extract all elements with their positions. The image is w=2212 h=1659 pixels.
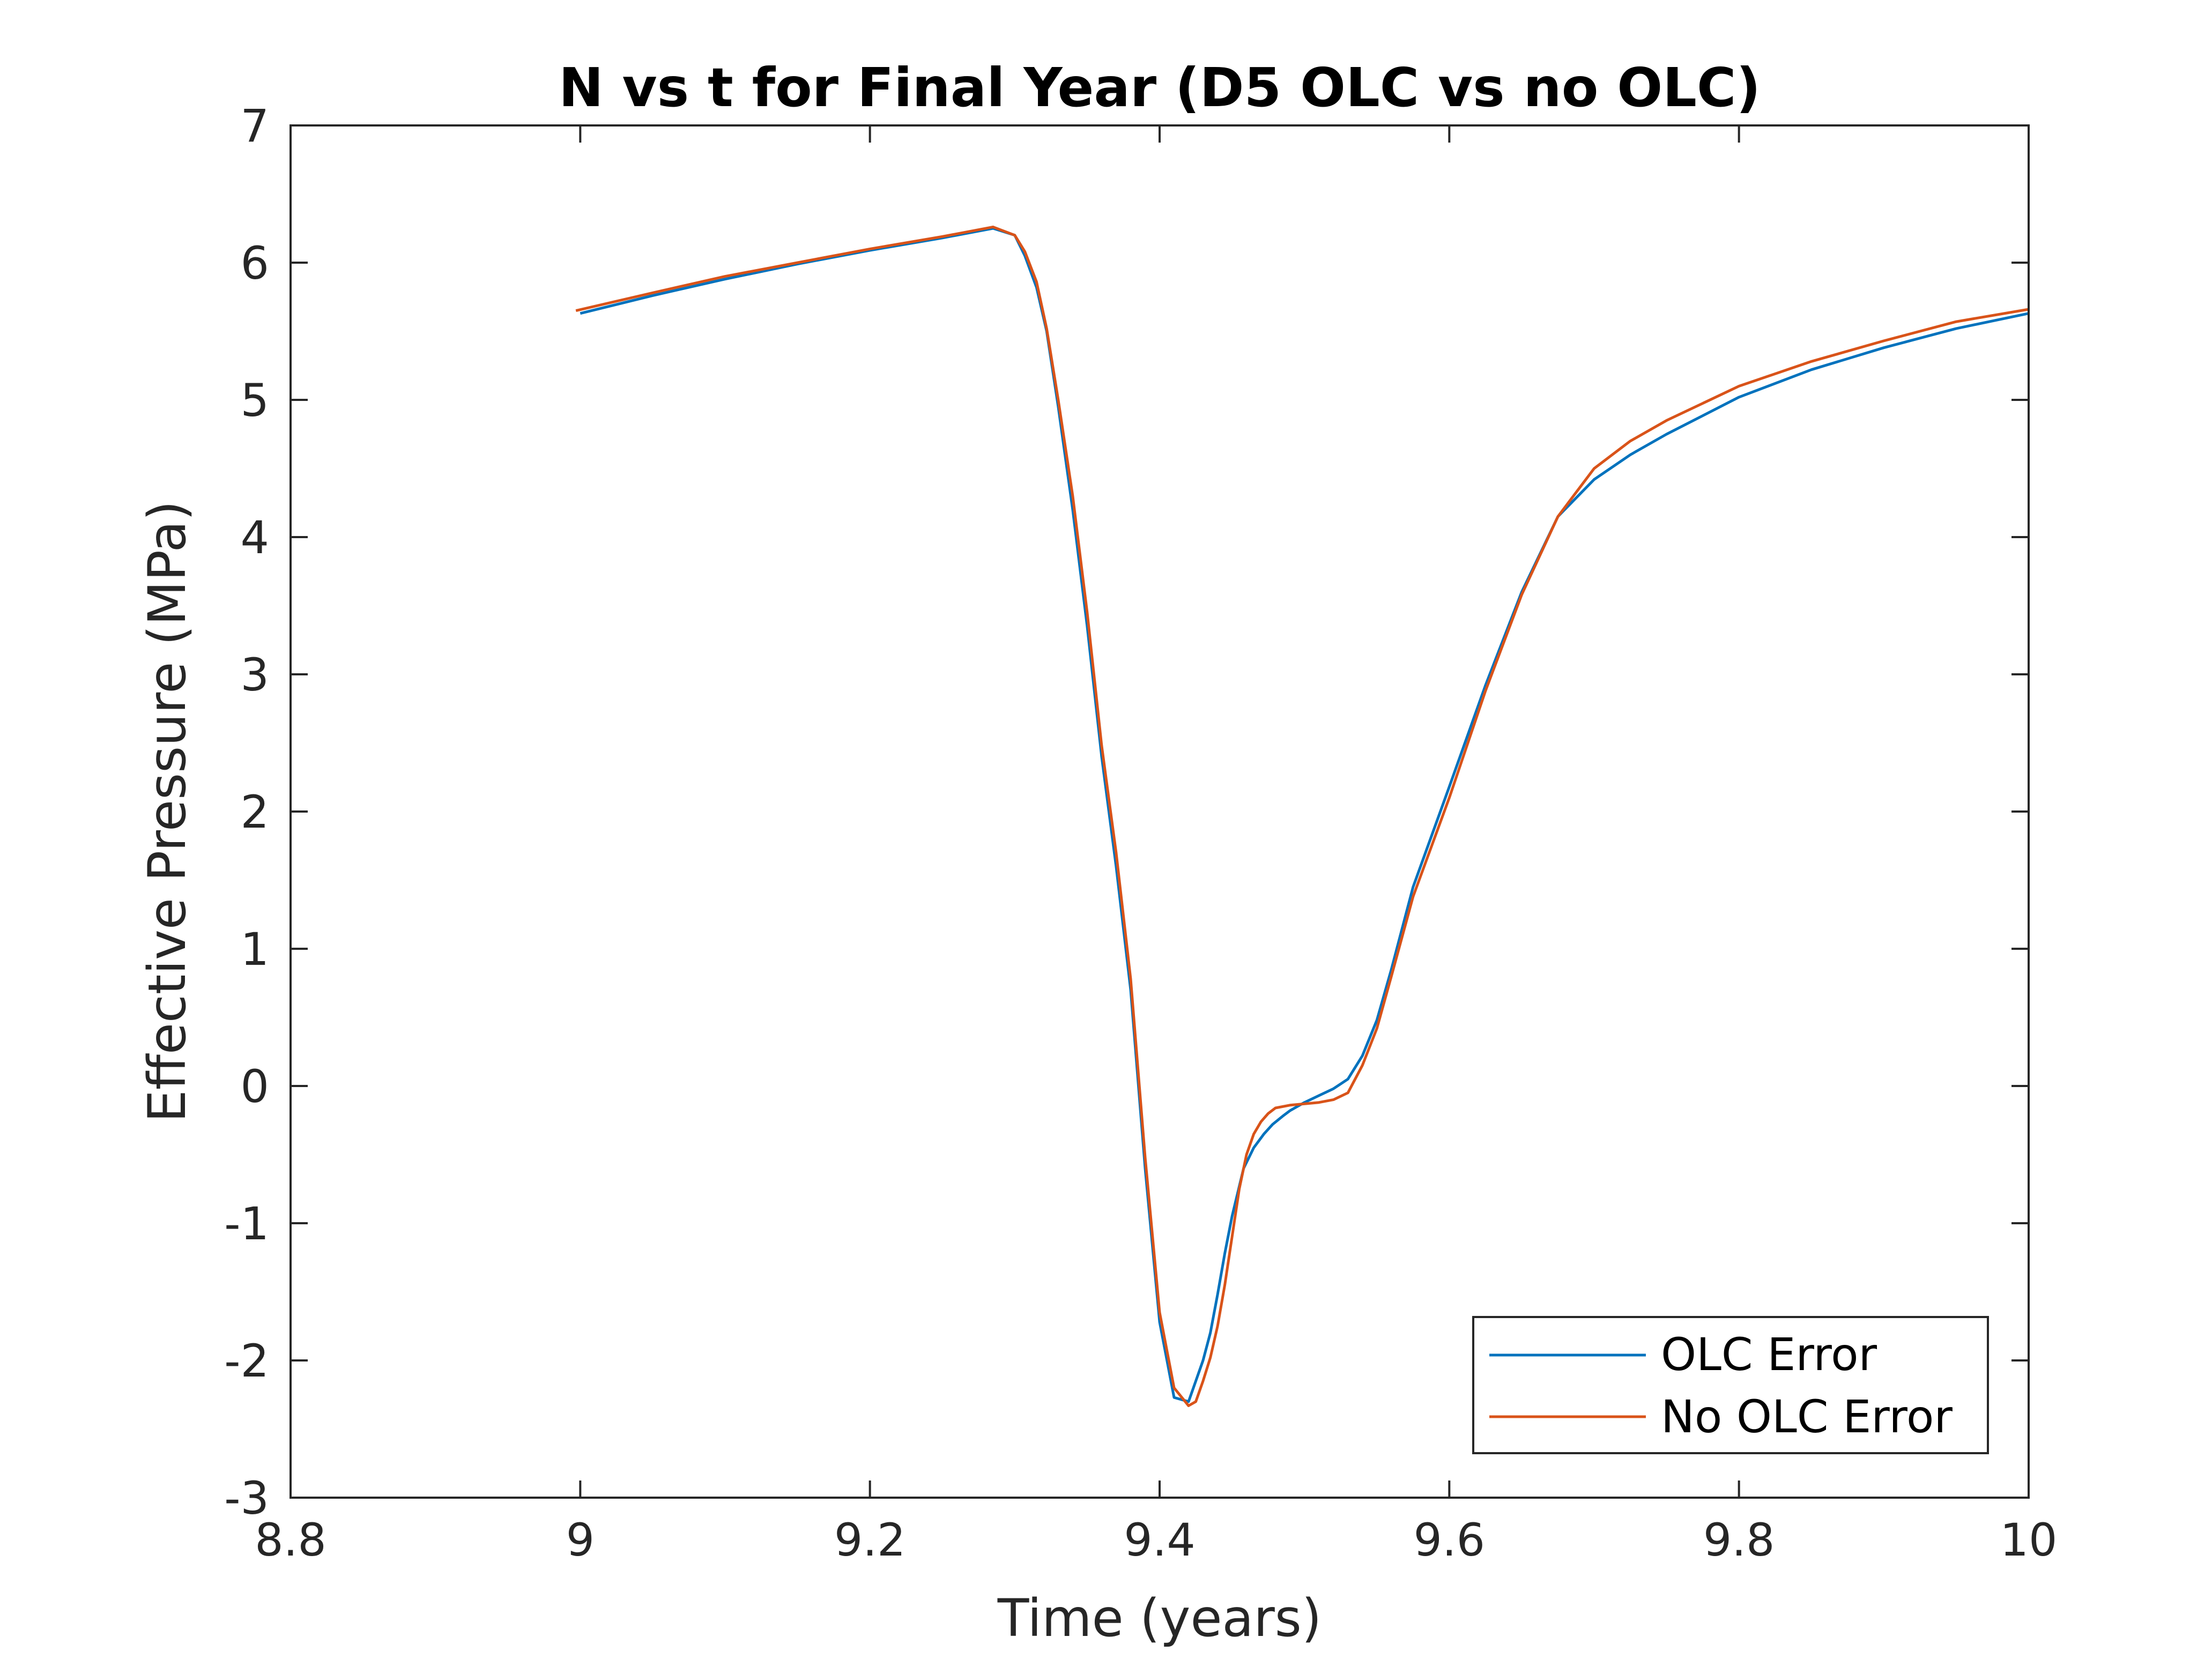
x-tick-label: 9.4 — [1124, 1514, 1196, 1566]
y-axis-label: Effective Pressure (MPa) — [137, 501, 197, 1122]
y-tick-label: 4 — [241, 511, 269, 564]
y-tick-label: -2 — [224, 1335, 269, 1387]
y-tick-label: 1 — [241, 923, 269, 976]
y-tick-label: 0 — [241, 1060, 269, 1113]
ticks-layer — [290, 124, 2030, 1499]
x-tick-label: 9.6 — [1414, 1514, 1486, 1566]
series-line-no-olc-error — [575, 225, 2029, 1407]
legend-label-no-olc-error: No OLC Error — [1661, 1390, 1953, 1443]
x-tick-label: 9 — [566, 1514, 595, 1566]
y-tick-label: 3 — [241, 649, 269, 701]
plot-area — [291, 125, 2029, 1498]
tick-labels-layer: 8.8 9 9.2 9.4 9.6 9.8 10 -3 -2 -1 0 1 2 3 4 5 6 7 — [224, 100, 2057, 1566]
y-tick-label: 5 — [241, 374, 269, 427]
x-tick-label: 9.2 — [834, 1514, 906, 1566]
y-tick-label: 7 — [241, 100, 269, 152]
y-tick-label: -3 — [224, 1472, 269, 1524]
y-tick-label: 6 — [241, 237, 269, 289]
series-layer — [575, 225, 2029, 1407]
x-axis-label: Time (years) — [997, 1588, 1322, 1648]
legend-label-olc-error: OLC Error — [1661, 1328, 1877, 1381]
y-tick-label: -1 — [224, 1197, 269, 1250]
x-tick-label: 8.8 — [255, 1514, 326, 1566]
legend-box — [1472, 1316, 1989, 1454]
legend: OLC Error No OLC Error — [1472, 1316, 1989, 1454]
x-tick-label: 9.8 — [1703, 1514, 1775, 1566]
x-tick-label: 10 — [2000, 1514, 2058, 1566]
chart-title: N vs t for Final Year (D5 OLC vs no OLC) — [559, 56, 1761, 119]
y-tick-label: 2 — [241, 786, 269, 838]
